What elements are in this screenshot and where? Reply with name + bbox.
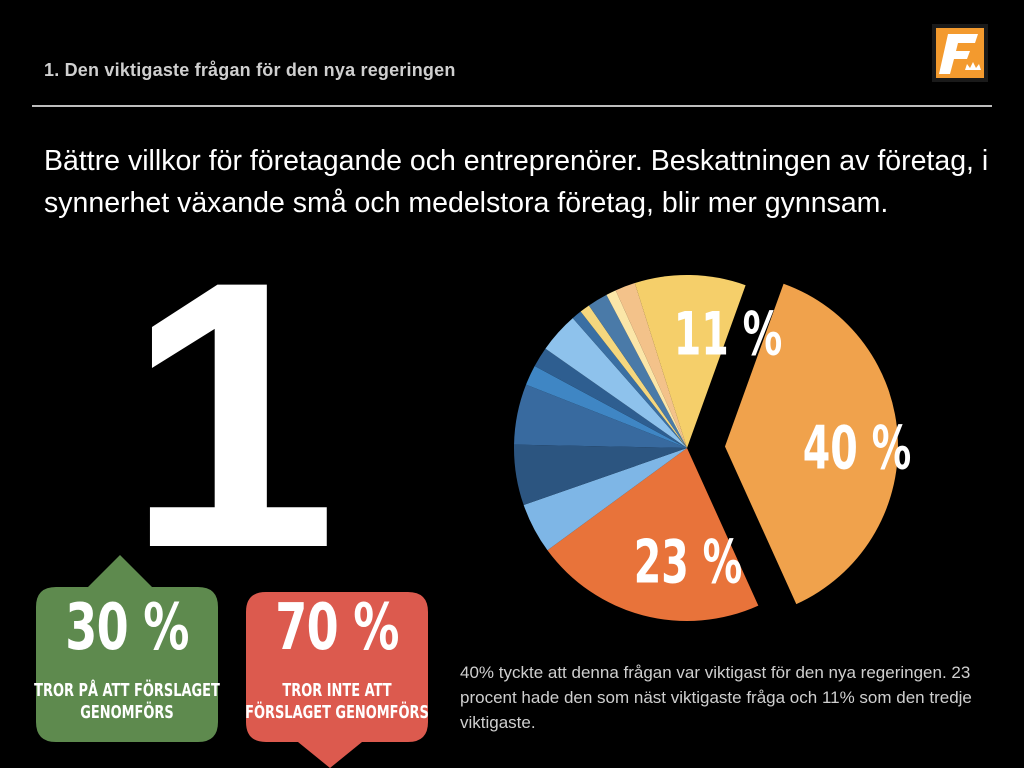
no-label-line1: TROR INTE ATT: [282, 680, 392, 701]
headline: Bättre villkor för företagande och entre…: [44, 145, 989, 219]
pie-slice: [724, 283, 898, 605]
pie-slice: [606, 290, 687, 448]
chart-caption: 40% tyckte att denna frågan var viktigas…: [460, 663, 972, 732]
pie-slice-label: 11 %: [674, 299, 783, 369]
pie-slice: [526, 366, 687, 448]
header-divider: [32, 105, 992, 107]
yes-percent: 30 %: [65, 591, 189, 665]
page-title: 1. Den viktigaste frågan för den nya reg…: [44, 60, 456, 80]
pie-slice: [523, 448, 687, 551]
pie-slice-label: 23 %: [634, 527, 743, 597]
bubble-yes-shape: [36, 555, 218, 742]
pie-slice: [588, 294, 687, 448]
pie-slice: [634, 275, 746, 448]
pie-slice: [545, 318, 687, 448]
crown-icon: [965, 62, 981, 70]
yes-label-line1: TROR PÅ ATT FÖRSLAGET: [34, 680, 220, 701]
logo-letter-f: [939, 34, 978, 74]
pie-slice: [534, 348, 687, 448]
pie-slice: [572, 311, 687, 448]
pie-slice-label: 40 %: [803, 413, 912, 483]
pie-slice: [615, 283, 687, 448]
no-label-line2: FÖRSLAGET GENOMFÖRS: [245, 702, 429, 723]
pie-slice: [580, 305, 687, 448]
pie-slice: [513, 444, 687, 506]
bubble-no-shape: [246, 592, 428, 768]
brand-logo: [932, 24, 988, 82]
pie-slice: [514, 384, 687, 448]
no-percent: 70 %: [275, 591, 399, 665]
rank-number: 1: [126, 202, 338, 627]
yes-label-line2: GENOMFÖRS: [80, 702, 174, 723]
pie-slice: [547, 448, 759, 622]
